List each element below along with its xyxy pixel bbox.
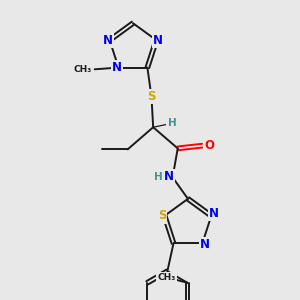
Text: S: S (147, 90, 156, 103)
Text: H: H (154, 172, 163, 182)
Text: H: H (168, 118, 176, 128)
Text: O: O (205, 139, 215, 152)
Text: CH₃: CH₃ (157, 273, 176, 282)
Text: N: N (103, 34, 113, 46)
Text: N: N (209, 207, 219, 220)
Text: N: N (164, 170, 174, 183)
Text: N: N (112, 61, 122, 74)
Text: S: S (158, 209, 166, 222)
Text: N: N (153, 34, 163, 46)
Text: N: N (200, 238, 210, 251)
Text: CH₃: CH₃ (74, 65, 92, 74)
